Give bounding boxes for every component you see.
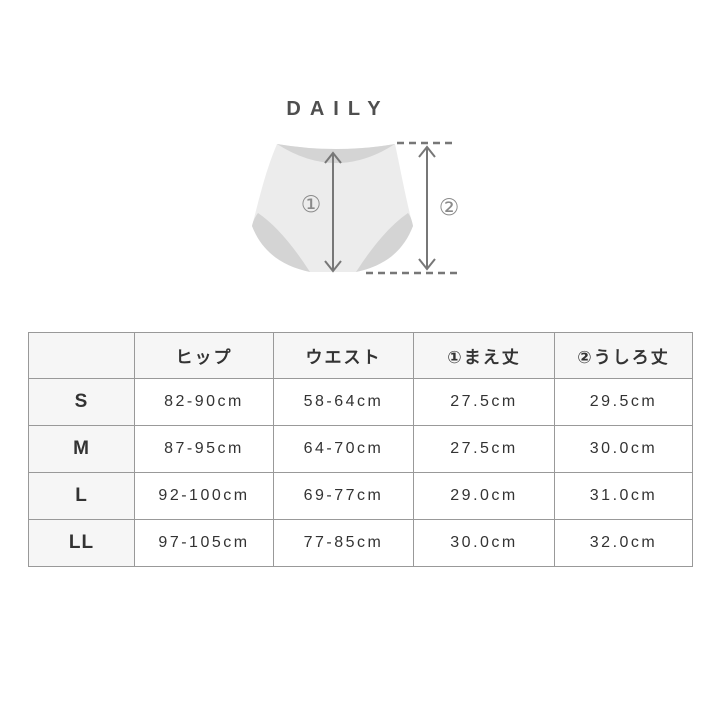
cell-waist: 69-77cm [273, 472, 414, 520]
size-label: LL [28, 519, 135, 567]
right-leg-shadow [356, 213, 413, 272]
cell-front-length: 30.0cm [413, 519, 555, 567]
cell-waist: 77-85cm [273, 519, 414, 567]
size-label: S [28, 378, 135, 426]
cell-hip: 97-105cm [134, 519, 274, 567]
cell-waist: 64-70cm [273, 425, 414, 473]
cell-hip: 92-100cm [134, 472, 274, 520]
size-label: L [28, 472, 135, 520]
cell-back-length: 31.0cm [554, 472, 693, 520]
front-length-arrow [324, 151, 342, 273]
cell-waist: 58-64cm [273, 378, 414, 426]
cell-back-length: 32.0cm [554, 519, 693, 567]
column-header-hip: ヒップ [134, 332, 274, 379]
page-title: DAILY [286, 98, 390, 120]
column-header-size [28, 332, 135, 379]
underwear-diagram: ① ② [252, 141, 460, 275]
size-label: M [28, 425, 135, 473]
column-header-front-length: ①まえ丈 [413, 332, 555, 379]
header-row: ヒップ ウエスト ①まえ丈 ②うしろ丈 [28, 332, 693, 379]
table-row-ll: LL 97-105cm 77-85cm 30.0cm 32.0cm [28, 519, 693, 567]
cell-front-length: 29.0cm [413, 472, 555, 520]
cell-back-length: 29.5cm [554, 378, 693, 426]
cell-front-length: 27.5cm [413, 378, 555, 426]
cell-hip: 87-95cm [134, 425, 274, 473]
column-header-back-length: ②うしろ丈 [554, 332, 693, 379]
cell-back-length: 30.0cm [554, 425, 693, 473]
table-row-s: S 82-90cm 58-64cm 27.5cm 29.5cm [28, 378, 693, 426]
back-length-marker: ② [439, 195, 460, 221]
table-row-l: L 92-100cm 69-77cm 29.0cm 31.0cm [28, 472, 693, 520]
waistband-shape [277, 144, 395, 163]
left-leg-shadow [252, 213, 310, 272]
cell-front-length: 27.5cm [413, 425, 555, 473]
column-header-waist: ウエスト [273, 332, 414, 379]
back-length-arrow [418, 145, 436, 271]
cell-hip: 82-90cm [134, 378, 274, 426]
table-row-m: M 87-95cm 64-70cm 27.5cm 30.0cm [28, 425, 693, 473]
size-chart-table: ヒップ ウエスト ①まえ丈 ②うしろ丈 S 82-90cm 58-64cm 27… [28, 332, 693, 567]
front-length-marker: ① [301, 192, 322, 218]
